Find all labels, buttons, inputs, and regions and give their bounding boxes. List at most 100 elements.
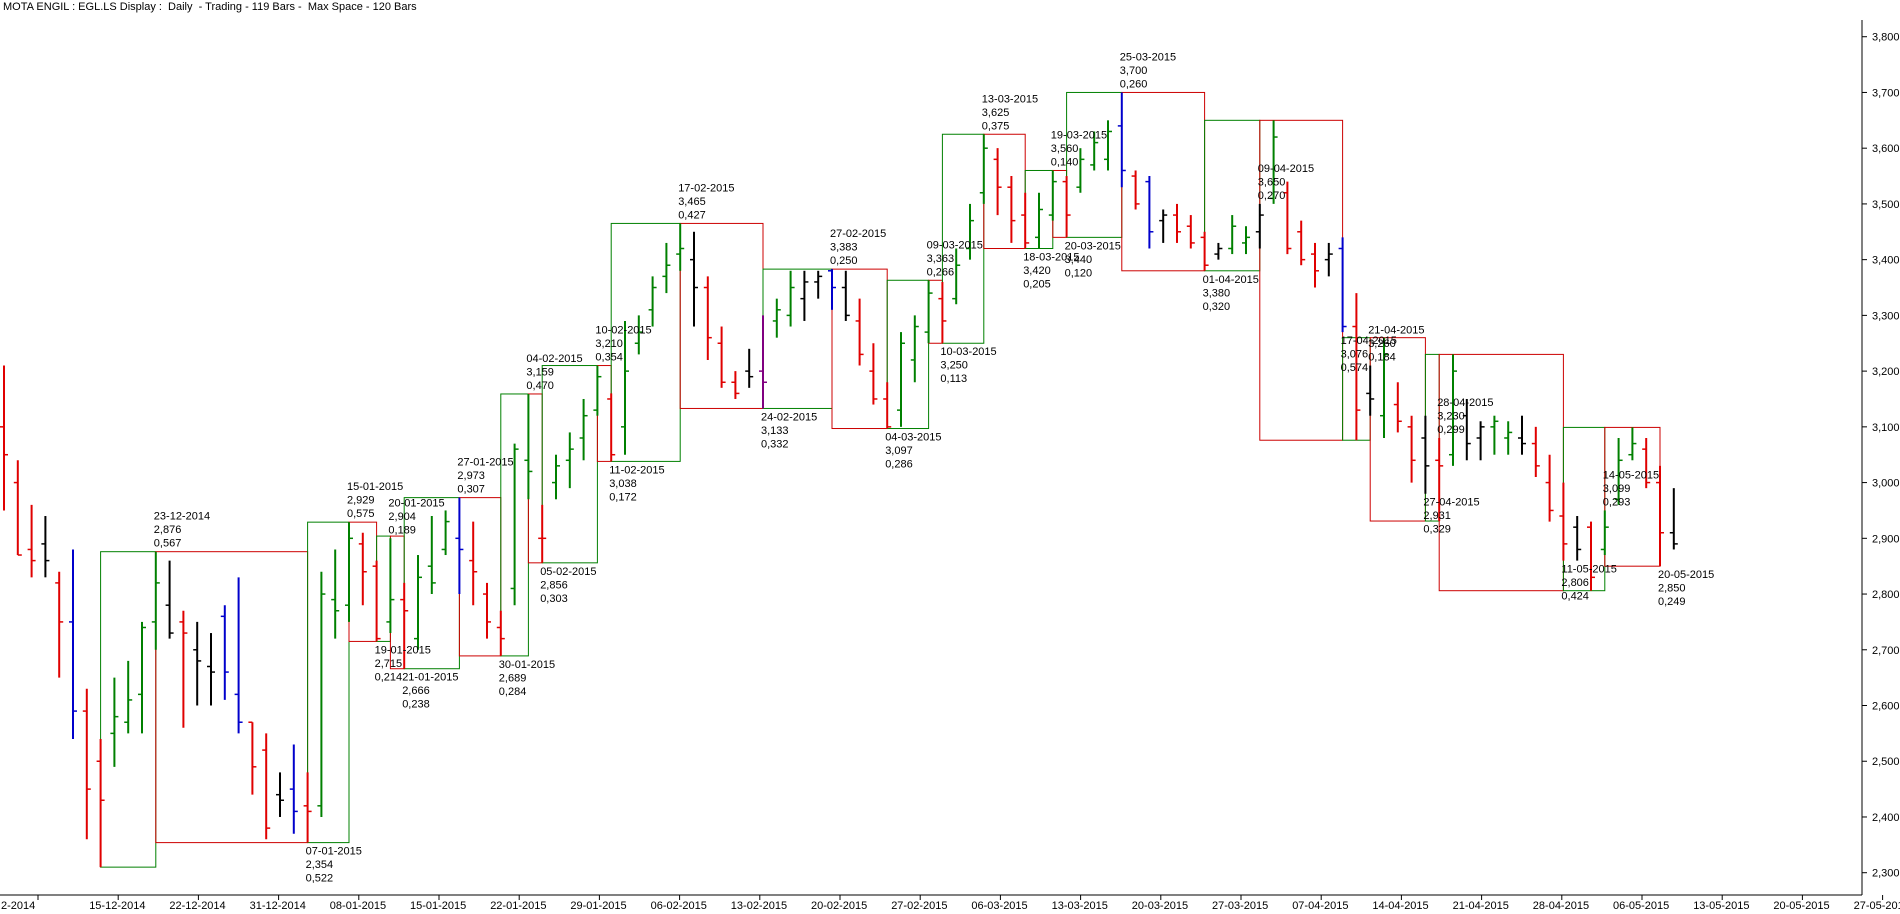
annotation-change: 0,574 bbox=[1341, 362, 1369, 374]
annotation-date: 01-04-2015 bbox=[1203, 274, 1259, 286]
x-tick-label: 06-03-2015 bbox=[971, 900, 1027, 912]
x-tick-label: 27-03-2015 bbox=[1212, 900, 1268, 912]
ohlc-bar bbox=[952, 248, 961, 305]
ohlc-bar bbox=[483, 582, 491, 639]
ohlc-bar bbox=[276, 772, 284, 817]
annotation-change: 0,332 bbox=[761, 438, 789, 450]
x-tick-label: 06-05-2015 bbox=[1613, 900, 1669, 912]
annotation-price: 3,420 bbox=[1023, 265, 1051, 277]
ohlc-bar bbox=[1173, 203, 1181, 243]
x-tick-label: 13-02-2015 bbox=[731, 900, 787, 912]
annotation-price: 2,931 bbox=[1423, 510, 1451, 522]
x-tick-label: 20-03-2015 bbox=[1132, 900, 1188, 912]
ohlc-bar bbox=[1518, 415, 1526, 455]
x-tick-label: 06-02-2015 bbox=[651, 900, 707, 912]
annotation-date: 19-01-2015 bbox=[375, 644, 431, 656]
ohlc-bar bbox=[220, 605, 229, 700]
annotation-change: 0,184 bbox=[1368, 352, 1396, 364]
annotation-date: 23-12-2014 bbox=[154, 511, 210, 523]
x-tick-label: 15-01-2015 bbox=[410, 900, 466, 912]
ohlc-bar bbox=[345, 522, 353, 622]
ohlc-bar bbox=[1614, 437, 1623, 505]
annotation-change: 0,266 bbox=[927, 266, 955, 278]
annotation-date: 09-03-2015 bbox=[927, 239, 983, 251]
annotation-price: 3,159 bbox=[526, 366, 554, 378]
ohlc-bar bbox=[1117, 92, 1126, 188]
ohlc-bar bbox=[552, 454, 560, 500]
annotation-date: 13-03-2015 bbox=[982, 93, 1038, 105]
y-tick-label: 3,600 bbox=[1872, 143, 1900, 155]
x-tick-label: 27-05-2015 bbox=[1854, 900, 1900, 912]
annotation-price: 3,363 bbox=[927, 253, 955, 265]
annotation-price: 3,230 bbox=[1437, 410, 1465, 422]
swing-box-down bbox=[928, 279, 943, 344]
annotation-price: 3,038 bbox=[609, 478, 637, 490]
annotation-price: 3,380 bbox=[1203, 287, 1231, 299]
annotation-price: 2,929 bbox=[347, 495, 375, 507]
ohlc-bar bbox=[441, 510, 450, 556]
annotation-date: 21-04-2015 bbox=[1368, 325, 1424, 337]
ohlc-bar bbox=[124, 660, 133, 734]
ohlc-bar bbox=[317, 571, 326, 817]
ohlc-bar bbox=[1628, 427, 1637, 461]
ohlc-bar bbox=[69, 549, 77, 739]
x-tick-label: 08-01-2015 bbox=[330, 900, 386, 912]
ohlc-bar bbox=[759, 315, 767, 409]
ohlc-bar bbox=[690, 231, 698, 327]
ohlc-bar bbox=[1449, 354, 1457, 466]
ohlc-bar bbox=[731, 371, 740, 399]
annotation-date: 14-05-2015 bbox=[1603, 469, 1659, 481]
annotation-date: 20-01-2015 bbox=[388, 497, 444, 509]
annotation-change: 0,113 bbox=[940, 373, 967, 385]
ohlc-bar bbox=[510, 443, 519, 606]
ohlc-bar bbox=[648, 276, 657, 327]
swing-box-down bbox=[458, 497, 502, 657]
annotation-change: 0,307 bbox=[457, 484, 485, 496]
annotation-date: 18-03-2015 bbox=[1023, 252, 1079, 264]
ohlc-bar bbox=[800, 270, 809, 321]
x-tick-label: 07-04-2015 bbox=[1292, 900, 1348, 912]
ohlc-bar bbox=[1228, 215, 1237, 255]
x-tick-label: 31-12-2014 bbox=[250, 900, 306, 912]
annotation-change: 0,205 bbox=[1023, 279, 1051, 291]
ohlc-bar bbox=[966, 203, 974, 260]
annotation-change: 0,320 bbox=[1203, 301, 1231, 313]
annotation-price: 3,465 bbox=[678, 196, 706, 208]
ohlc-bar bbox=[207, 633, 215, 706]
axes: 2,300 2,400 2,500 2,600 2,700 2,800 2,900 3,000… bbox=[0, 20, 1900, 912]
ohlc-bar bbox=[1435, 437, 1444, 522]
x-tick-label: 21-04-2015 bbox=[1453, 900, 1509, 912]
ohlc-bar bbox=[27, 504, 36, 578]
annotation-date: 30-01-2015 bbox=[499, 659, 555, 671]
annotation-date: 19-03-2015 bbox=[1051, 129, 1107, 141]
ohlc-bar bbox=[703, 276, 712, 360]
ohlc-bar bbox=[331, 549, 340, 639]
annotation-price: 3,210 bbox=[595, 338, 623, 350]
ohlc-bar bbox=[1048, 170, 1057, 221]
annotation-price: 3,560 bbox=[1051, 143, 1079, 155]
ohlc-bar bbox=[1338, 237, 1347, 333]
annotation-date: 27-01-2015 bbox=[457, 457, 513, 469]
x-tick-label: 28-04-2015 bbox=[1533, 900, 1589, 912]
ohlc-bar bbox=[1366, 365, 1375, 416]
ohlc-bars bbox=[0, 92, 1678, 868]
ohlc-bar bbox=[538, 504, 547, 563]
annotation-price: 3,650 bbox=[1258, 176, 1286, 188]
ohlc-bar bbox=[1104, 120, 1112, 171]
annotation-change: 0,567 bbox=[154, 538, 182, 550]
ohlc-bar bbox=[1352, 293, 1361, 441]
ohlc-bar bbox=[55, 571, 64, 678]
ohlc-bar bbox=[993, 148, 1002, 216]
annotation-date: 25-03-2015 bbox=[1120, 51, 1176, 63]
